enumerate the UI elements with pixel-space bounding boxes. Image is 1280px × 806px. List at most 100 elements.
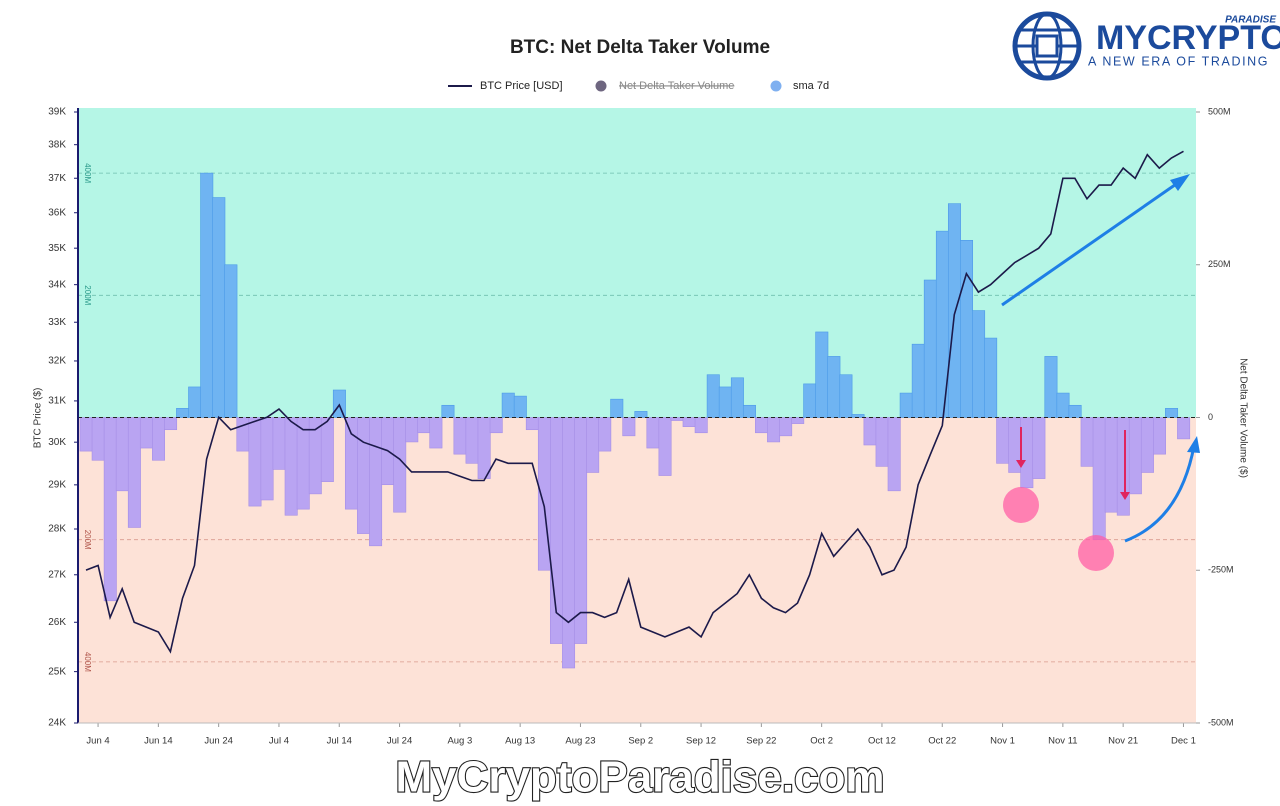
bar bbox=[803, 383, 817, 418]
grid-label: 400M bbox=[83, 163, 92, 183]
bar bbox=[1116, 417, 1130, 516]
y-tick-label: 39K bbox=[48, 107, 66, 118]
legend-label[interactable]: BTC Price [USD] bbox=[480, 80, 563, 92]
logo-tagline: A NEW ERA OF TRADING bbox=[1088, 54, 1269, 68]
x-tick-label: Nov 11 bbox=[1048, 736, 1077, 747]
y-tick-label: 31K bbox=[48, 396, 66, 407]
bar bbox=[284, 417, 298, 516]
bar bbox=[91, 417, 105, 461]
x-tick-label: Sep 22 bbox=[746, 736, 776, 747]
y-tick-label: 27K bbox=[48, 569, 66, 580]
x-tick-label: Aug 13 bbox=[505, 736, 535, 747]
bar bbox=[477, 417, 491, 479]
x-tick-label: Jul 24 bbox=[387, 736, 412, 747]
bar bbox=[972, 310, 986, 418]
bar bbox=[827, 356, 841, 418]
bar bbox=[369, 417, 383, 547]
y2-tick-label: 500M bbox=[1208, 106, 1231, 116]
x-tick-label: Jun 14 bbox=[144, 736, 173, 747]
bar bbox=[501, 392, 515, 418]
x-tick-label: Jul 14 bbox=[327, 736, 352, 747]
y2-tick-label: 250M bbox=[1208, 259, 1231, 269]
bar bbox=[839, 374, 853, 418]
grid-label: 200M bbox=[83, 530, 92, 550]
bar bbox=[441, 404, 455, 418]
logo: MYCRYPTO PARADISE A NEW ERA OF TRADING bbox=[1012, 11, 1280, 81]
bar bbox=[272, 417, 286, 470]
y-tick-label: 30K bbox=[48, 437, 66, 448]
bar bbox=[586, 417, 600, 473]
bar bbox=[598, 417, 612, 452]
bar bbox=[103, 417, 117, 602]
chart-title: BTC: Net Delta Taker Volume bbox=[510, 37, 770, 58]
x-tick-label: Oct 2 bbox=[810, 736, 833, 747]
grid-label: 200M bbox=[83, 285, 92, 305]
bar bbox=[815, 331, 829, 418]
bar bbox=[718, 386, 732, 418]
bar bbox=[875, 417, 889, 467]
price-line bbox=[85, 150, 1184, 654]
watermark: MyCryptoParadise.com bbox=[395, 753, 884, 802]
x-tick-label: Jun 4 bbox=[86, 736, 109, 747]
x-tick-label: Oct 12 bbox=[868, 736, 896, 747]
bar bbox=[1068, 404, 1082, 418]
bar bbox=[453, 417, 467, 455]
bar bbox=[236, 417, 250, 452]
bar bbox=[791, 417, 805, 424]
x-tick-label: Aug 23 bbox=[565, 736, 595, 747]
y-tick-label: 28K bbox=[48, 524, 66, 535]
logo-super: PARADISE bbox=[1225, 15, 1276, 26]
y2-tick-label: 0 bbox=[1208, 412, 1213, 422]
bar bbox=[996, 417, 1010, 464]
bar bbox=[357, 417, 371, 534]
bar bbox=[742, 404, 756, 418]
bar bbox=[224, 264, 238, 418]
bar bbox=[863, 417, 877, 446]
bar bbox=[610, 398, 624, 418]
x-tick-label: Oct 22 bbox=[928, 736, 956, 747]
bar bbox=[911, 343, 925, 418]
bar bbox=[1056, 392, 1070, 418]
bar bbox=[682, 417, 696, 427]
bar bbox=[139, 417, 153, 449]
bar bbox=[212, 197, 226, 418]
bar bbox=[513, 395, 527, 418]
x-tick-label: Jun 24 bbox=[204, 736, 233, 747]
y-tick-label: 37K bbox=[48, 173, 66, 184]
bar bbox=[767, 417, 781, 443]
bar bbox=[429, 417, 443, 449]
bar bbox=[947, 203, 961, 418]
y-tick-label: 35K bbox=[48, 243, 66, 254]
y2-tick-label: -500M bbox=[1208, 717, 1234, 727]
bar bbox=[152, 417, 165, 461]
bar bbox=[115, 417, 129, 492]
x-tick-label: Sep 2 bbox=[628, 736, 653, 747]
grid-label: 400M bbox=[83, 652, 92, 672]
bar bbox=[188, 386, 202, 418]
bar bbox=[405, 417, 419, 443]
bar bbox=[1092, 417, 1106, 540]
y2-axis-title: Net Delta Taker Volume ($) bbox=[1237, 358, 1248, 478]
bar bbox=[164, 417, 178, 431]
bar bbox=[320, 417, 334, 482]
bar bbox=[525, 417, 539, 431]
x-tick-label: Nov 21 bbox=[1108, 736, 1138, 747]
bar bbox=[1153, 417, 1166, 455]
x-tick-label: Jul 4 bbox=[269, 736, 289, 747]
bar bbox=[489, 417, 503, 434]
annotations bbox=[1001, 174, 1200, 571]
bar bbox=[1165, 408, 1179, 418]
bar bbox=[779, 417, 793, 437]
legend-swatch bbox=[595, 80, 607, 92]
legend-label[interactable]: Net Delta Taker Volume bbox=[619, 80, 734, 92]
bar bbox=[1032, 417, 1046, 479]
bar bbox=[465, 417, 479, 464]
y-tick-label: 24K bbox=[48, 718, 66, 729]
y-tick-label: 34K bbox=[48, 279, 66, 290]
bar bbox=[344, 417, 358, 510]
bar bbox=[417, 417, 431, 434]
legend-label[interactable]: sma 7d bbox=[793, 80, 829, 92]
plot bbox=[78, 150, 1196, 669]
y-tick-label: 36K bbox=[48, 207, 66, 218]
bar bbox=[960, 240, 974, 418]
